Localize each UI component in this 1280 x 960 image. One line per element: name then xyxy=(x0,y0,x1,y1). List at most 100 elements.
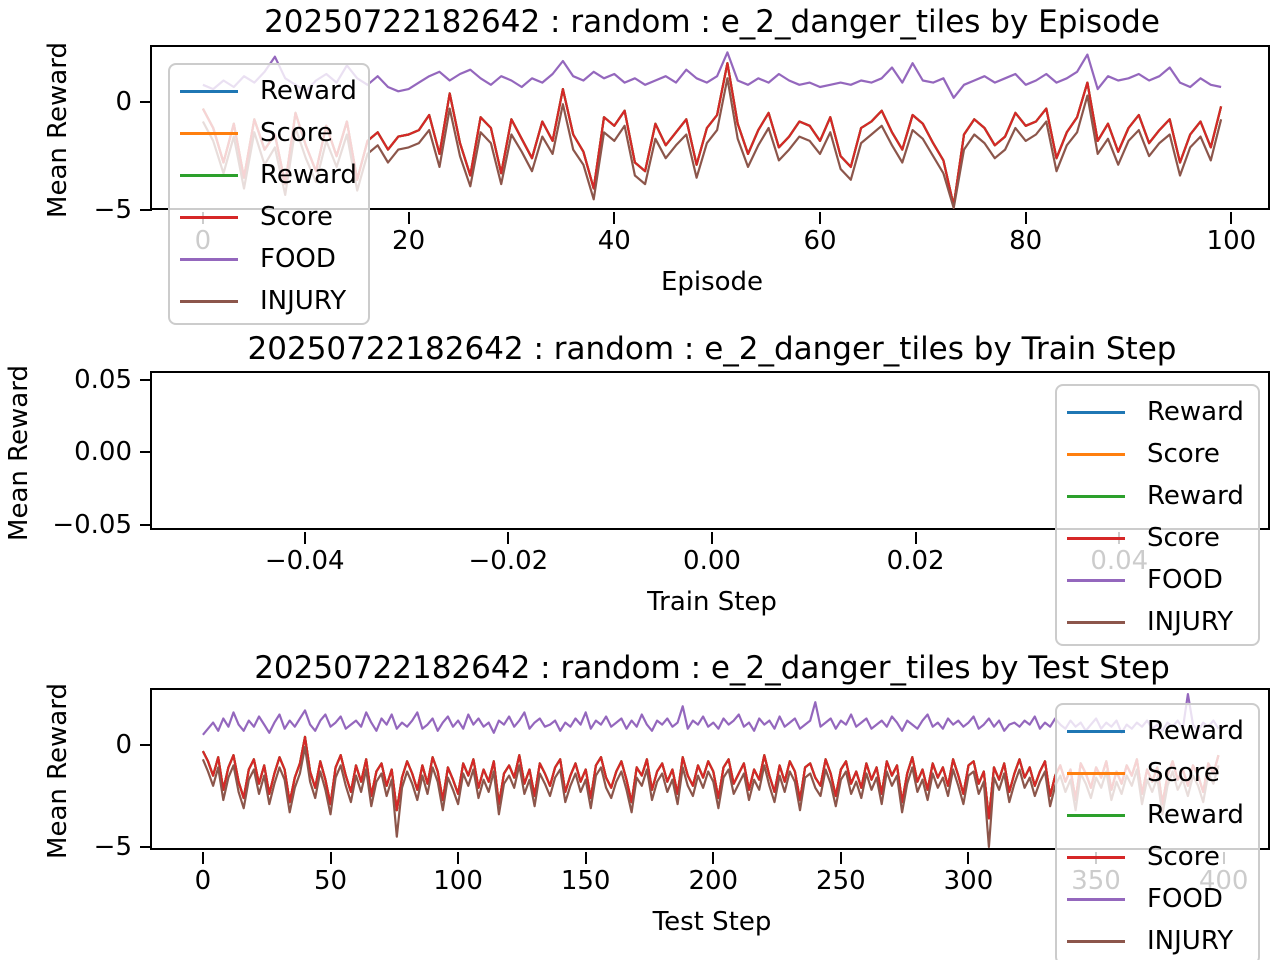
legend-line-sample-icon xyxy=(1067,729,1125,733)
legend-entry-reward: Reward xyxy=(1057,710,1258,752)
x-tick-mark xyxy=(329,852,332,864)
x-tick-label: 0.00 xyxy=(683,546,741,576)
legend-line-sample-icon xyxy=(180,215,238,219)
legend-line-sample-icon xyxy=(1067,939,1125,943)
y-axis-label-train-step: Mean Reward xyxy=(4,364,34,541)
x-tick-label: 100 xyxy=(1206,226,1257,256)
legend-entry-label: Reward xyxy=(260,160,357,190)
x-tick-label: 0 xyxy=(194,866,212,896)
legend-line-sample-icon xyxy=(180,257,238,261)
legend-entry-label: Score xyxy=(1147,523,1220,553)
x-tick-mark xyxy=(839,852,842,864)
legend-entry-label: INJURY xyxy=(260,286,347,316)
legend-entry-score: Score xyxy=(1057,836,1258,878)
legend-entry-food: FOOD xyxy=(170,238,368,280)
x-tick-mark xyxy=(613,212,616,224)
legend-entry-label: Score xyxy=(1147,842,1220,872)
legend-entry-food: FOOD xyxy=(1057,878,1258,920)
y-tick-label: 0 xyxy=(115,87,132,118)
y-tick-mark xyxy=(140,451,152,454)
legend-entry-label: Score xyxy=(260,202,333,232)
line-food-4 xyxy=(202,692,1220,736)
x-tick-mark xyxy=(967,852,970,864)
series-lines-test-step xyxy=(201,692,1220,848)
legend-line-sample-icon xyxy=(180,131,238,135)
legend-entry-injury: INJURY xyxy=(1057,920,1258,960)
legend-entry-reward: Reward xyxy=(1057,391,1258,433)
legend-train-step: Reward Score Reward Score FOOD INJURY xyxy=(1055,384,1260,646)
y-tick-label: −5 xyxy=(93,195,132,226)
legend-entry-score: Score xyxy=(1057,433,1258,475)
x-tick-label: 150 xyxy=(560,866,611,896)
legend-entry-label: Reward xyxy=(1147,800,1244,830)
legend-line-sample-icon xyxy=(180,89,238,93)
chart-title-episode: 20250722182642 : random : e_2_danger_til… xyxy=(264,4,1160,40)
legend-line-sample-icon xyxy=(1067,813,1125,817)
x-tick-label: 80 xyxy=(1009,226,1043,256)
plot-area-episode xyxy=(150,45,1270,210)
x-tick-label: −0.02 xyxy=(468,546,549,576)
x-tick-mark xyxy=(507,532,510,544)
y-tick-mark xyxy=(140,378,152,381)
x-tick-label: 250 xyxy=(816,866,866,896)
line-food-4 xyxy=(202,51,1222,99)
legend-episode: Reward Score Reward Score FOOD INJURY xyxy=(168,63,370,325)
y-tick-mark xyxy=(140,845,152,848)
x-tick-mark xyxy=(457,852,460,864)
legend-line-sample-icon xyxy=(1067,771,1125,775)
x-tick-label: 100 xyxy=(433,866,483,896)
legend-line-sample-icon xyxy=(1067,620,1125,624)
legend-entry-score: Score xyxy=(1057,752,1258,794)
x-tick-label: 200 xyxy=(688,866,739,896)
legend-line-sample-icon xyxy=(180,299,238,303)
y-tick-label: −0.05 xyxy=(52,509,132,540)
x-tick-mark xyxy=(711,532,713,544)
legend-line-sample-icon xyxy=(1067,855,1125,859)
y-tick-mark xyxy=(140,523,152,526)
legend-line-sample-icon xyxy=(1067,410,1125,414)
x-tick-label: 40 xyxy=(597,226,631,256)
x-axis-label-episode: Episode xyxy=(660,267,764,297)
legend-entry-label: FOOD xyxy=(1147,565,1223,595)
x-tick-label: 50 xyxy=(313,866,348,896)
x-axis-label-test-step: Test Step xyxy=(652,907,772,937)
legend-entry-reward: Reward xyxy=(170,154,368,196)
legend-line-sample-icon xyxy=(1067,452,1125,456)
series-lines-episode xyxy=(201,51,1223,209)
x-tick-label: −0.04 xyxy=(264,546,345,576)
y-axis-label-episode: Mean Reward xyxy=(43,41,73,218)
y-tick-label: 0.00 xyxy=(74,437,132,468)
legend-entry-label: Score xyxy=(1147,758,1220,788)
legend-entry-label: Reward xyxy=(1147,481,1244,511)
chart-title-train-step: 20250722182642 : random : e_2_danger_til… xyxy=(247,331,1177,367)
legend-entry-label: Reward xyxy=(1147,397,1244,427)
x-tick-label: 20 xyxy=(392,226,426,256)
legend-entry-label: FOOD xyxy=(1147,884,1223,914)
line-score-3 xyxy=(201,735,1220,820)
chart-title-test-step: 20250722182642 : random : e_2_danger_til… xyxy=(254,650,1170,686)
legend-entry-food: FOOD xyxy=(1057,559,1258,601)
legend-entry-injury: INJURY xyxy=(1057,601,1258,643)
legend-entry-label: Score xyxy=(1147,439,1220,469)
legend-line-sample-icon xyxy=(1067,897,1125,901)
y-axis-label-test-step: Mean Reward xyxy=(43,683,73,859)
legend-entry-score: Score xyxy=(170,112,368,154)
x-axis-label-train-step: Train Step xyxy=(647,587,777,617)
legend-entry-label: FOOD xyxy=(260,244,336,274)
x-tick-mark xyxy=(712,852,715,864)
legend-line-sample-icon xyxy=(1067,578,1125,582)
legend-entry-label: INJURY xyxy=(1147,926,1234,956)
legend-entry-label: INJURY xyxy=(1147,607,1234,637)
x-tick-mark xyxy=(1024,212,1027,224)
y-tick-mark xyxy=(140,744,152,747)
y-tick-mark xyxy=(140,101,152,104)
x-tick-label: 60 xyxy=(803,226,837,256)
x-tick-mark xyxy=(914,532,917,544)
x-tick-mark xyxy=(1230,212,1233,224)
legend-entry-score: Score xyxy=(170,196,368,238)
legend-test-step: Reward Score Reward Score FOOD INJURY xyxy=(1055,703,1260,960)
legend-line-sample-icon xyxy=(180,173,238,177)
legend-entry-label: Reward xyxy=(260,76,357,106)
x-tick-mark xyxy=(818,212,821,224)
